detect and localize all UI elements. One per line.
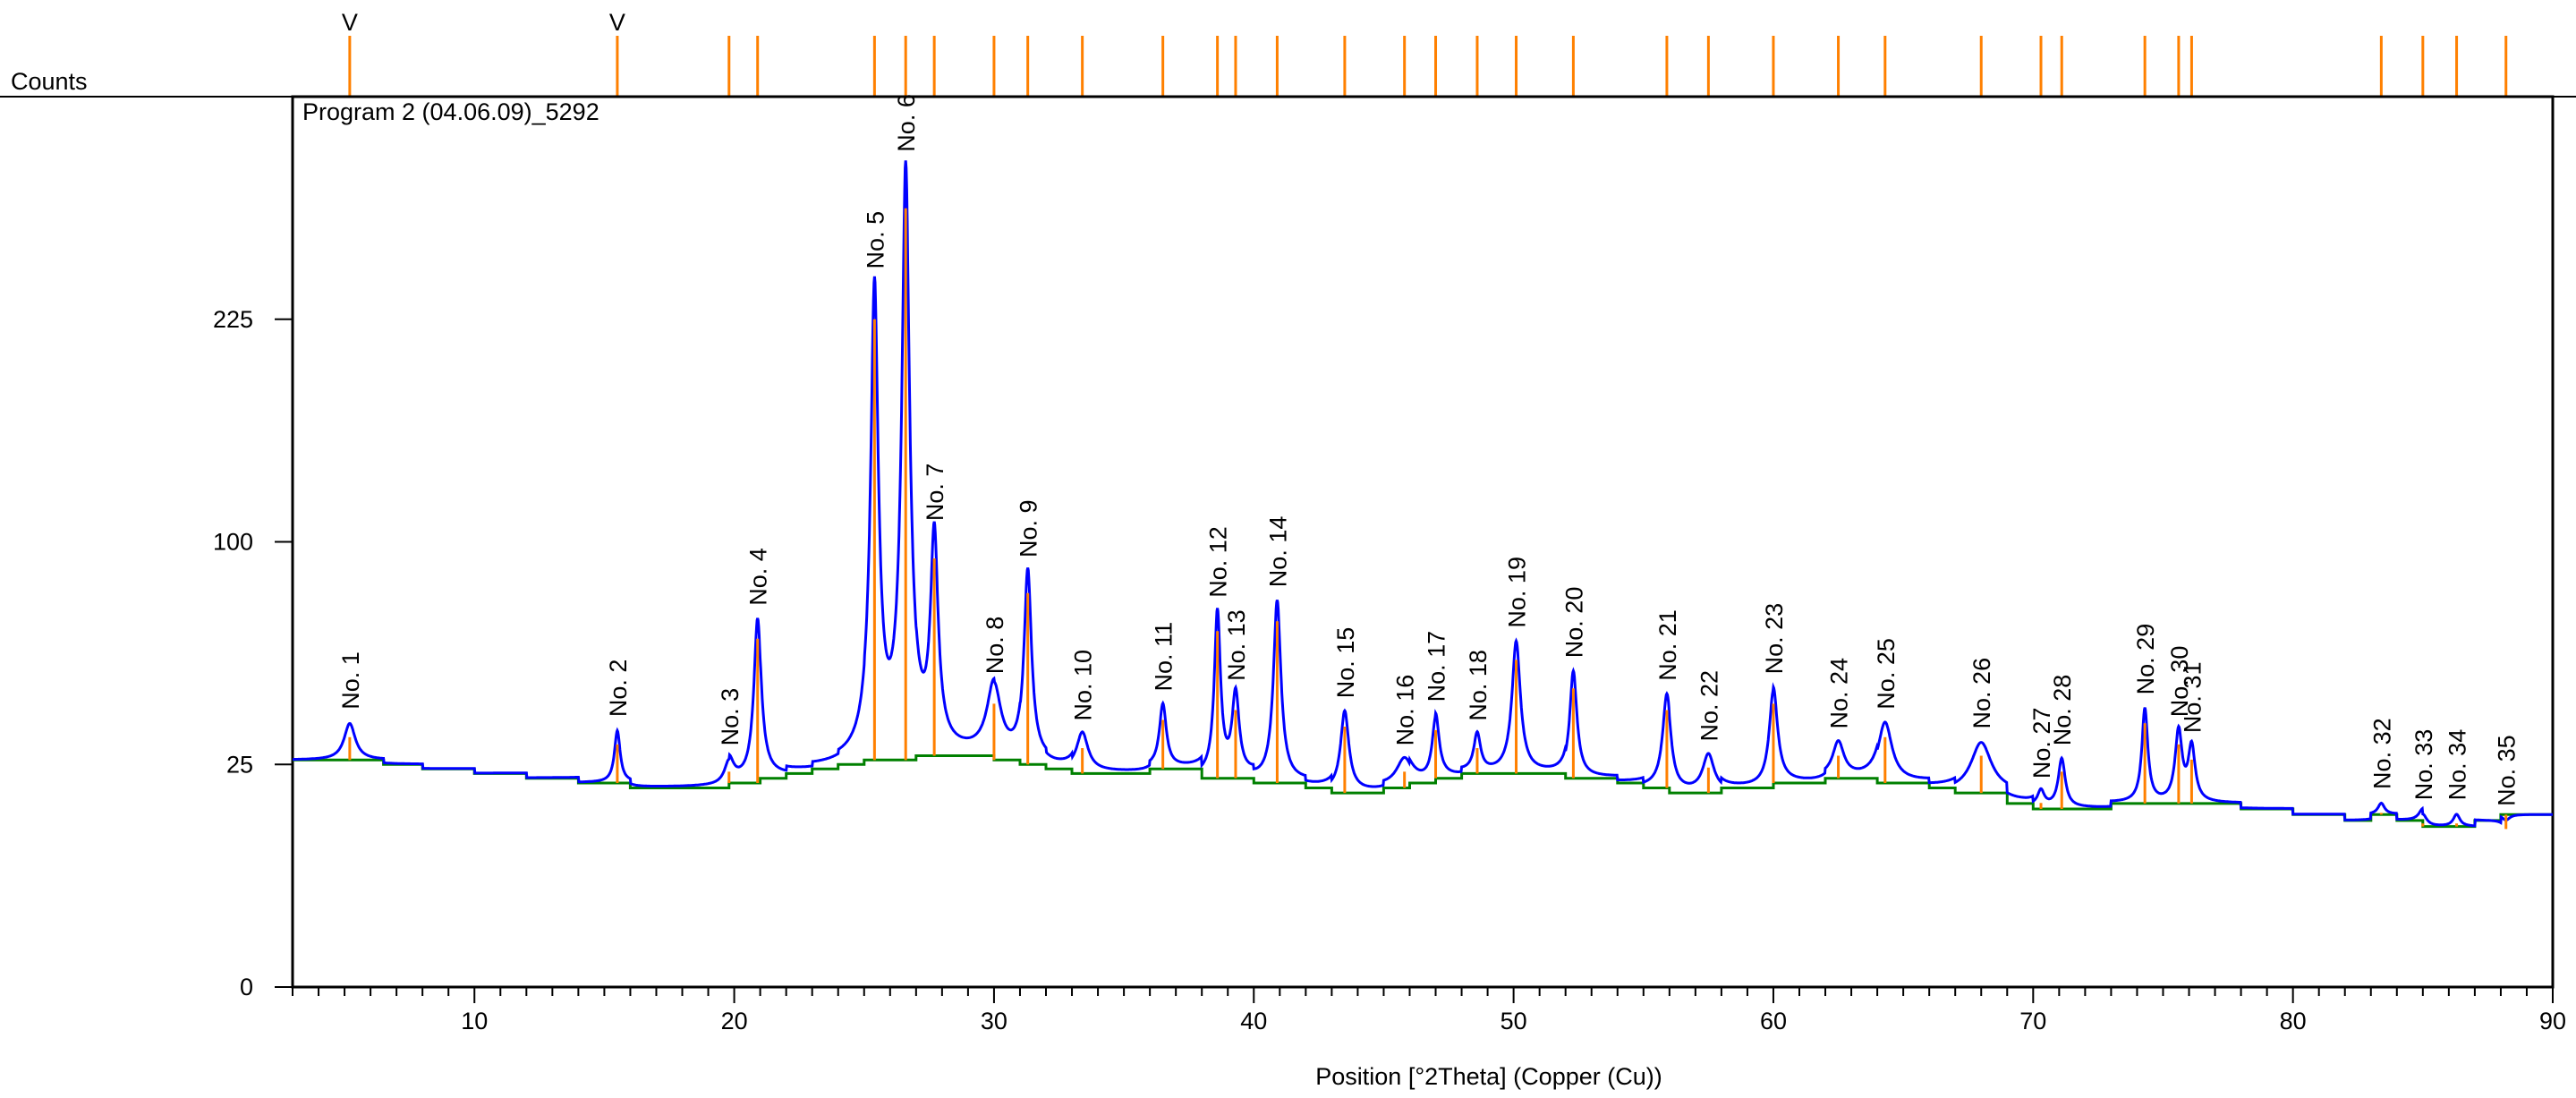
peak-labels: No. 1 No. 2 No. 3 No. 4 No. 5 No. 6 No. 7 No. 8… [337,94,2521,806]
peak-label: No. 32 [2368,718,2395,789]
peak-label: No. 18 [1465,650,1492,721]
peak-label: No. 20 [1560,587,1587,659]
x-tick-label: 20 [721,1008,748,1034]
y-axis-title: Counts [11,68,88,95]
x-tick-label: 80 [2280,1008,2307,1034]
x-tick-label: 90 [2539,1008,2566,1034]
peak-label: No. 4 [745,548,772,606]
peak-label: No. 11 [1151,622,1177,692]
peak-label: No. 23 [1761,603,1788,675]
peak-label: No. 34 [2444,729,2471,801]
x-axis: 10 20 30 40 50 60 70 80 90 [292,987,2566,1034]
peak-label: No. 24 [1826,658,1853,729]
peak-label: No. 25 [1873,638,1900,710]
x-tick-label: 70 [2019,1008,2046,1034]
x-tick-label: 40 [1240,1008,1267,1034]
y-tick-label: 0 [240,974,253,1000]
peak-label: No. 30 [2166,646,2193,718]
plot-frame [291,95,2555,989]
peak-label: No. 3 [717,688,744,746]
peak-label: No. 21 [1654,609,1681,681]
peak-label: No. 35 [2494,735,2521,806]
peak-label: No. 27 [2028,708,2055,779]
sample-title: Program 2 (04.06.09)_5292 [302,98,599,125]
reference-marker-flag: V [609,9,625,36]
y-tick-label: 100 [213,529,253,556]
peak-markers [348,208,2508,830]
peak-label: No. 12 [1205,526,1232,598]
reference-marker-flag: V [342,9,358,36]
peak-label: No. 2 [605,660,632,718]
x-tick-label: 50 [1501,1008,1527,1034]
peak-label: No. 1 [337,651,364,710]
peak-label: No. 19 [1504,557,1531,628]
peak-label: No. 16 [1392,675,1419,746]
peak-label: No. 26 [1968,658,1995,729]
peak-label: No. 33 [2410,729,2437,801]
x-axis-title: Position [°2Theta] (Copper (Cu)) [1315,1063,1662,1090]
peak-label: No. 17 [1423,631,1450,702]
peak-label: No. 31 [2179,662,2206,734]
peak-label: No. 14 [1264,516,1291,588]
peak-label: No. 6 [893,94,920,152]
y-tick-label: 225 [213,306,253,333]
peak-label: No. 29 [2132,624,2159,695]
peak-label: No. 5 [862,211,888,269]
x-tick-label: 60 [1760,1008,1787,1034]
background-line [293,754,2553,829]
y-tick-label: 25 [226,751,253,778]
peak-label: No. 15 [1332,627,1359,699]
peak-label: No. 7 [922,464,948,522]
x-tick-label: 10 [461,1008,488,1034]
peak-label: No. 9 [1016,499,1042,558]
y-axis: 0 25 100 225 [213,306,293,1000]
x-tick-label: 30 [981,1008,1007,1034]
profile-line [293,160,2553,828]
peak-label: No. 13 [1223,609,1250,681]
peak-label: No. 10 [1070,650,1097,721]
peak-label: No. 8 [982,617,1008,675]
peak-label: No. 22 [1696,670,1722,742]
peak-label: No. 28 [2049,675,2076,746]
